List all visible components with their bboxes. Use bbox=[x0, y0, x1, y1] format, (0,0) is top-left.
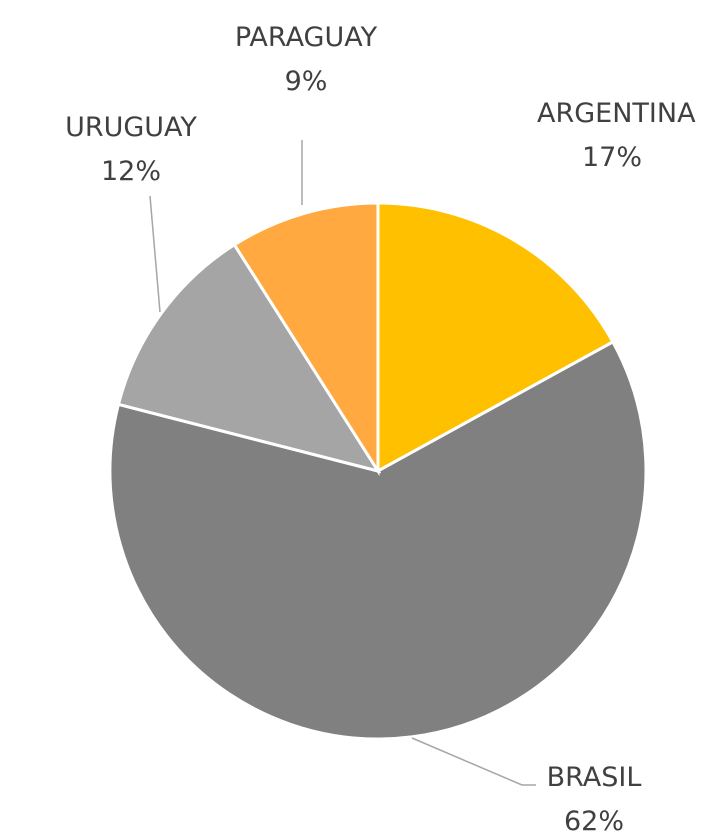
value-label: 12% bbox=[100, 156, 161, 187]
pie-slice bbox=[232, 201, 380, 477]
pie-slice bbox=[108, 339, 648, 741]
leader-line bbox=[411, 737, 536, 786]
category-label: PARAGUAY bbox=[234, 22, 378, 53]
category-label: BRASIL bbox=[546, 762, 642, 793]
pie-slice bbox=[116, 242, 382, 474]
pie-slice bbox=[376, 201, 615, 474]
slice-label: ARGENTINA 17% bbox=[537, 92, 696, 180]
leader-line bbox=[149, 195, 161, 313]
slice-label: PARAGUAY 9% bbox=[186, 16, 426, 104]
value-label: 62% bbox=[563, 806, 624, 837]
slice-label: URUGUAY 12% bbox=[21, 106, 241, 194]
value-label: 9% bbox=[284, 66, 328, 97]
value-label: 17% bbox=[581, 142, 642, 173]
slice-label: BRASIL 62% bbox=[494, 756, 694, 839]
category-label: ARGENTINA bbox=[537, 98, 696, 129]
category-label: URUGUAY bbox=[65, 112, 197, 143]
